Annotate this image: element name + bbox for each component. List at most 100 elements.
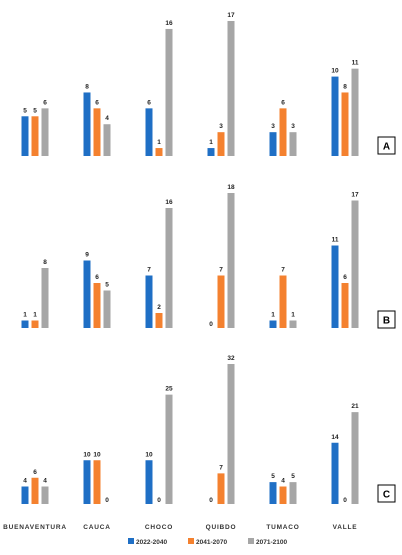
legend-label: 2071-2100 (256, 539, 287, 546)
data-label: 8 (43, 259, 47, 266)
bar-C-cauca-1 (93, 460, 101, 504)
bar-A-buenaventura-1 (31, 116, 39, 156)
bar-C-tumaco-1 (279, 486, 287, 504)
data-label: 9 (85, 252, 89, 259)
bar-B-valle-0 (331, 245, 339, 328)
panel-label-box (377, 310, 396, 329)
data-label: 0 (343, 497, 347, 504)
data-label: 6 (95, 274, 99, 281)
bar-A-cauca-2 (103, 124, 111, 156)
data-label: 10 (145, 451, 153, 458)
data-label: 3 (219, 123, 223, 130)
data-label: 7 (219, 267, 223, 274)
data-label: 0 (209, 321, 213, 328)
data-label: 7 (219, 464, 223, 471)
data-label: 5 (105, 282, 109, 289)
data-label: 1 (33, 312, 37, 319)
data-label: 11 (332, 237, 339, 244)
data-label: 1 (209, 139, 213, 146)
data-label: 10 (331, 68, 339, 75)
data-label: 18 (227, 184, 235, 191)
bar-B-cauca-2 (103, 290, 111, 328)
bar-C-buenaventura-0 (21, 486, 29, 504)
bar-B-tumaco-1 (279, 275, 287, 328)
category-label: VALLE (333, 524, 358, 531)
bar-B-quibdo-2 (227, 193, 235, 328)
bar-C-valle-0 (331, 442, 339, 504)
data-label: 6 (281, 99, 285, 106)
data-label: 32 (227, 355, 235, 362)
panel-label: B (383, 316, 390, 327)
data-label: 5 (33, 107, 37, 114)
category-label: BUENAVENTURA (3, 524, 67, 531)
data-label: 4 (281, 478, 285, 485)
bar-A-cauca-0 (83, 92, 91, 156)
bar-B-quibdo-1 (217, 275, 225, 328)
bar-B-valle-2 (351, 200, 359, 328)
bar-C-tumaco-2 (289, 482, 297, 504)
bar-C-choco-2 (165, 394, 173, 504)
data-label: 0 (105, 497, 109, 504)
bar-C-quibdo-1 (217, 473, 225, 504)
data-label: 11 (352, 60, 359, 67)
data-label: 3 (271, 123, 275, 130)
data-label: 10 (83, 451, 91, 458)
category-label: CAUCA (83, 524, 110, 531)
bar-B-cauca-0 (83, 260, 91, 328)
category-label: QUIBDO (206, 524, 237, 531)
data-label: 2 (157, 304, 161, 311)
data-label: 0 (209, 497, 213, 504)
category-label: CHOCO (145, 524, 173, 531)
bar-C-quibdo-2 (227, 364, 235, 504)
bar-B-tumaco-2 (289, 320, 297, 328)
bar-C-valle-2 (351, 412, 359, 504)
bar-A-choco-0 (145, 108, 153, 156)
bar-C-tumaco-0 (269, 482, 277, 504)
data-label: 6 (147, 99, 151, 106)
bar-A-tumaco-2 (289, 132, 297, 156)
bar-C-cauca-0 (83, 460, 91, 504)
bar-A-quibdo-0 (207, 148, 215, 156)
bar-B-buenaventura-0 (21, 320, 29, 328)
bar-A-valle-1 (341, 92, 349, 156)
data-label: 4 (23, 478, 27, 485)
data-label: 6 (33, 469, 37, 476)
bar-A-cauca-1 (93, 108, 101, 156)
data-label: 5 (271, 473, 275, 480)
bar-C-buenaventura-2 (41, 486, 49, 504)
panel-label: C (383, 490, 390, 501)
bar-B-choco-2 (165, 208, 173, 328)
panel-label-box (377, 484, 396, 503)
bar-B-cauca-1 (93, 283, 101, 328)
bar-A-quibdo-1 (217, 132, 225, 156)
data-label: 1 (23, 312, 27, 319)
data-label: 6 (343, 274, 347, 281)
bar-A-choco-2 (165, 28, 173, 156)
panel-label: A (383, 142, 390, 153)
bar-A-buenaventura-2 (41, 108, 49, 156)
panel-label-box (377, 136, 396, 155)
data-label: 8 (85, 83, 89, 90)
data-label: 6 (43, 99, 47, 106)
data-label: 5 (291, 473, 295, 480)
bar-A-valle-2 (351, 68, 359, 156)
data-label: 17 (227, 12, 235, 19)
bar-B-choco-1 (155, 313, 163, 328)
bar-B-buenaventura-1 (31, 320, 39, 328)
bar-B-buenaventura-2 (41, 268, 49, 328)
data-label: 7 (147, 267, 151, 274)
data-label: 6 (95, 99, 99, 106)
data-label: 25 (165, 386, 173, 393)
data-label: 4 (43, 478, 47, 485)
data-label: 1 (271, 312, 275, 319)
bar-B-tumaco-0 (269, 320, 277, 328)
data-label: 5 (23, 107, 27, 114)
legend-label: 2022-2040 (136, 539, 167, 546)
bar-A-valle-0 (331, 76, 339, 156)
bar-A-tumaco-1 (279, 108, 287, 156)
data-label: 14 (331, 434, 339, 441)
bar-B-valle-1 (341, 283, 349, 328)
category-label: TUMACO (266, 524, 299, 531)
bar-A-tumaco-0 (269, 132, 277, 156)
